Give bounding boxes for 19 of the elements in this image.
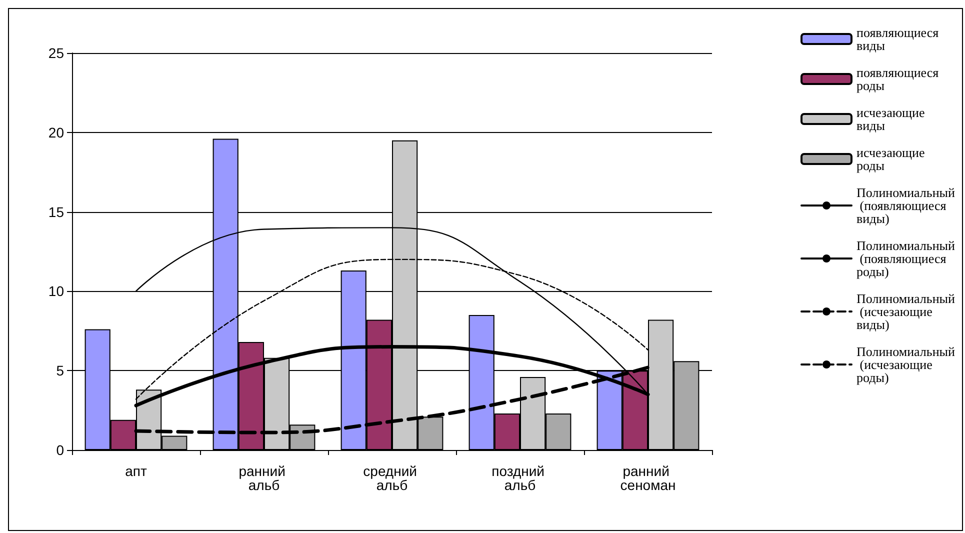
legend-label: Полиномиальный (появляющиеся виды) (856, 185, 956, 226)
x-tick-label: ранний альб (238, 463, 290, 493)
legend-label: исчезающие роды (856, 145, 928, 173)
legend-label: Полиномиальный (исчезающие роды) (856, 344, 956, 385)
y-tick-label: 15 (48, 204, 64, 220)
y-tick-label: 20 (48, 124, 64, 140)
y-tick-label: 25 (48, 45, 64, 61)
x-tick-label: апт (125, 463, 148, 479)
y-tick-label: 10 (48, 283, 64, 300)
y-tick-label: 5 (56, 362, 64, 379)
legend-label: Полиномиальный (появляющиеся роды) (856, 238, 956, 279)
y-tick-label: 0 (56, 442, 64, 458)
legend-label: исчезающие виды (856, 105, 928, 133)
legend-label: Полиномиальный (исчезающие виды) (856, 291, 956, 332)
legend-label: появляющиеся роды (856, 65, 942, 93)
legend-label: появляющиеся виды (856, 25, 942, 53)
x-tick-label: средний альб (363, 463, 421, 493)
x-tick-label: поздний альб (492, 463, 548, 493)
x-tick-label: ранний сеноман (620, 463, 676, 493)
